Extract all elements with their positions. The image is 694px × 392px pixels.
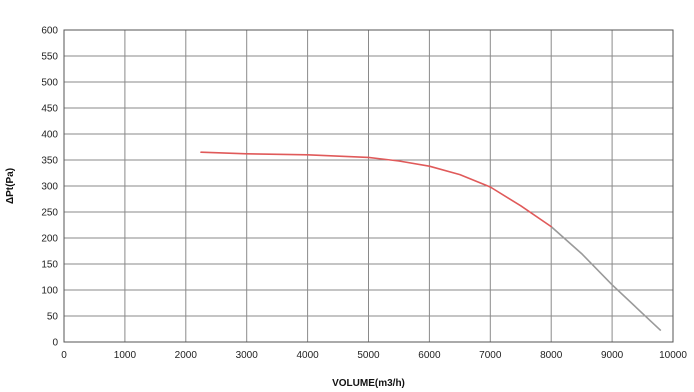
y-tick-label: 550 xyxy=(41,52,58,63)
y-tick-label: 450 xyxy=(41,104,58,115)
y-axis-title: ΔPt(Pa) xyxy=(5,168,16,204)
x-tick-label: 8000 xyxy=(540,350,563,361)
x-tick-label: 9000 xyxy=(601,350,624,361)
y-tick-label: 0 xyxy=(52,338,58,349)
x-tick-label: 3000 xyxy=(236,350,259,361)
y-tick-label: 50 xyxy=(47,312,59,323)
y-tick-label: 200 xyxy=(41,234,58,245)
y-tick-label: 600 xyxy=(41,26,58,37)
plot-frame xyxy=(63,29,674,343)
x-tick-label: 5000 xyxy=(357,350,380,361)
y-tick-label: 350 xyxy=(41,156,58,167)
grid xyxy=(63,29,674,343)
x-tick-label: 4000 xyxy=(296,350,319,361)
y-tick-label: 400 xyxy=(41,130,58,141)
series-line xyxy=(200,151,552,228)
y-tick-label: 250 xyxy=(41,208,58,219)
x-axis-title: VOLUME(m3/h) xyxy=(332,378,405,389)
x-tick-label: 2000 xyxy=(175,350,198,361)
x-tick-label: 1000 xyxy=(114,350,137,361)
series xyxy=(200,151,662,332)
x-tick-label: 10000 xyxy=(659,350,687,361)
x-tick-label: 7000 xyxy=(479,350,502,361)
x-tick-label: 6000 xyxy=(418,350,441,361)
y-tick-label: 100 xyxy=(41,286,58,297)
series-line-tail xyxy=(550,226,662,332)
y-tick-label: 500 xyxy=(41,78,58,89)
y-tick-label: 150 xyxy=(41,260,58,271)
x-tick-label: 0 xyxy=(61,350,67,361)
y-tick-label: 300 xyxy=(41,182,58,193)
